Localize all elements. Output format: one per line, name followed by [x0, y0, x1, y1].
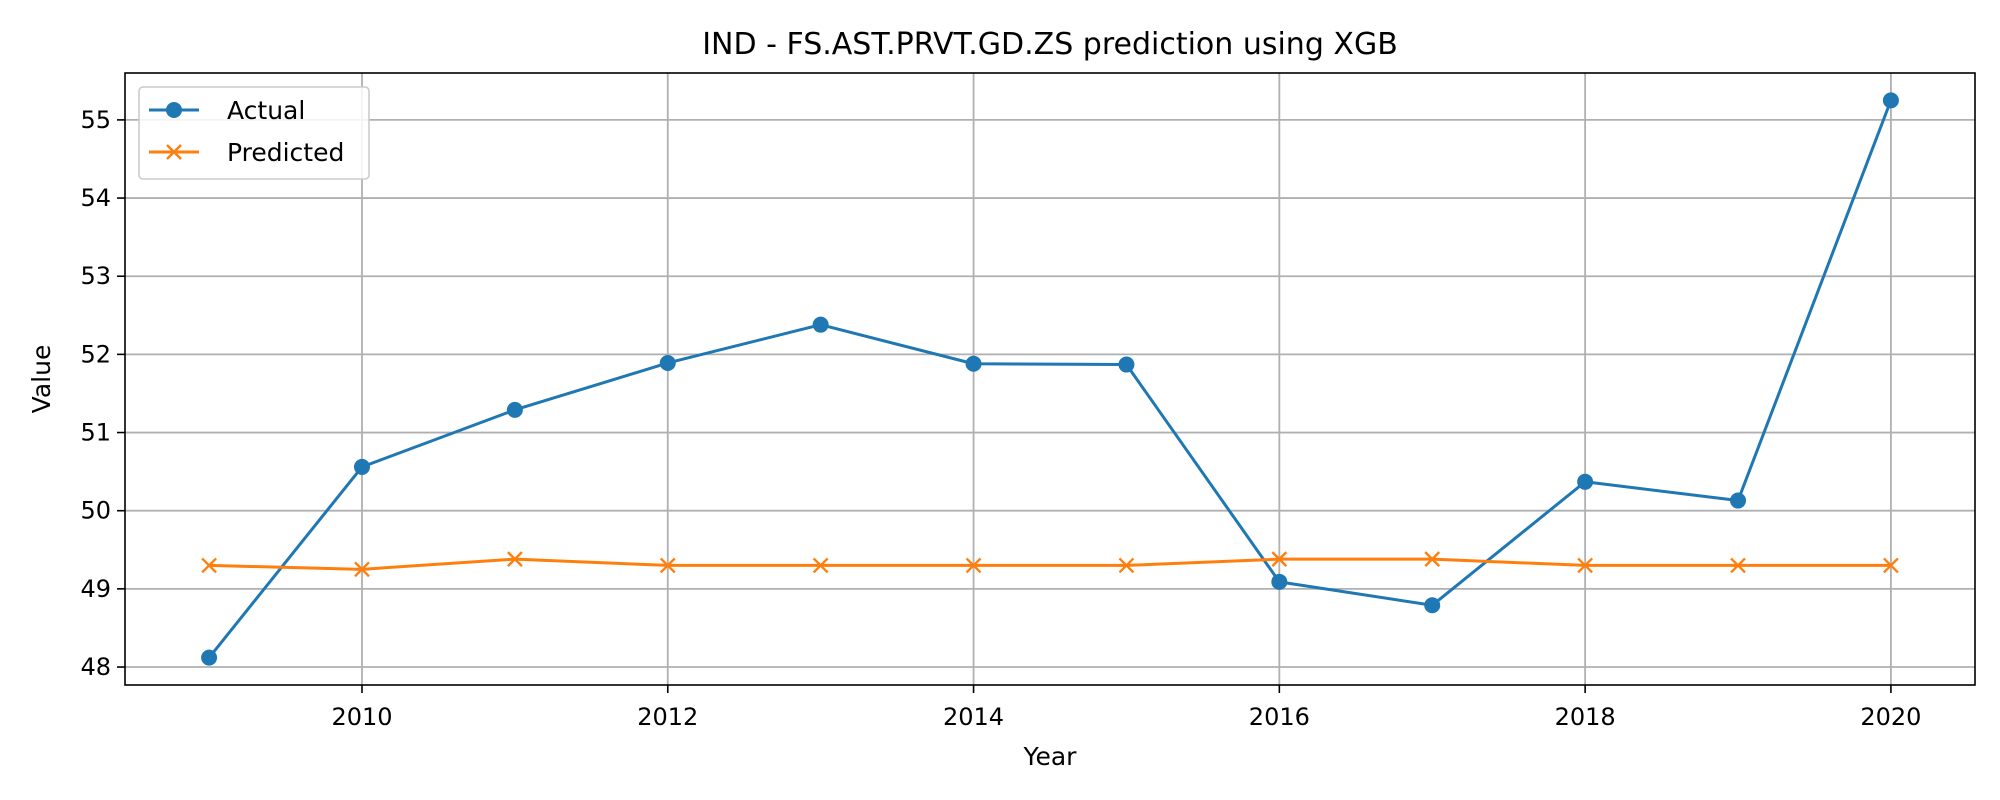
x-tick-label: 2020: [1860, 703, 1921, 731]
series-layer: [201, 92, 1899, 666]
actual-series-line: [207, 99, 1893, 659]
x-tick-label: 2016: [1249, 703, 1310, 731]
actual-point: [1577, 473, 1594, 490]
actual-point: [965, 355, 982, 372]
x-axis-label: Year: [1023, 742, 1078, 771]
y-tick-label: 50: [80, 497, 111, 525]
actual-point: [1730, 492, 1747, 509]
actual-point: [812, 316, 829, 333]
predicted-point: [201, 557, 217, 574]
x-tick-label: 2012: [637, 703, 698, 731]
legend-label-actual: Actual: [227, 96, 305, 125]
predicted-series-line: [209, 557, 1891, 571]
chart-title: IND - FS.AST.PRVT.GD.ZS prediction using…: [702, 27, 1398, 62]
actual-point: [1271, 573, 1288, 590]
predicted-point: [507, 551, 523, 568]
predicted-point: [812, 557, 829, 574]
predicted-point: [1118, 557, 1135, 574]
y-tick-label: 55: [80, 106, 111, 134]
y-tick-label: 48: [80, 653, 111, 681]
plot-frame: [124, 72, 1976, 686]
y-tick-label: 53: [80, 262, 111, 290]
actual-point: [659, 354, 676, 371]
axis-ticks: 2010 2012 2014 2016 2018 2020 48 49 50 51 52 53 54 55: [80, 106, 1921, 731]
grid-lines: [125, 73, 1975, 685]
predicted-point: [659, 557, 676, 574]
predicted-point: [1883, 557, 1899, 574]
predicted-point: [1424, 551, 1441, 568]
legend-label-predicted: Predicted: [227, 138, 344, 167]
predicted-point: [354, 561, 370, 578]
predicted-point: [1271, 551, 1288, 568]
x-tick-label: 2018: [1555, 703, 1616, 731]
predicted-point: [1730, 557, 1746, 574]
y-tick-label: 49: [80, 575, 111, 603]
legend-marker-actual: [166, 102, 182, 118]
y-tick-label: 52: [80, 340, 111, 368]
predicted-point: [1577, 557, 1593, 574]
y-axis-label: Value: [27, 345, 56, 414]
y-tick-label: 54: [80, 184, 111, 212]
actual-point: [353, 458, 370, 475]
actual-point: [1118, 356, 1135, 373]
x-tick-label: 2014: [943, 703, 1004, 731]
y-tick-label: 51: [80, 419, 111, 447]
actual-point: [506, 401, 523, 418]
predicted-point: [965, 557, 982, 574]
legend-marker-predicted: [166, 144, 182, 160]
legend: Actual Predicted: [138, 86, 370, 180]
x-tick-label: 2010: [331, 703, 392, 731]
actual-point: [1424, 597, 1441, 614]
actual-point: [201, 649, 218, 666]
actual-point: [1882, 92, 1899, 109]
